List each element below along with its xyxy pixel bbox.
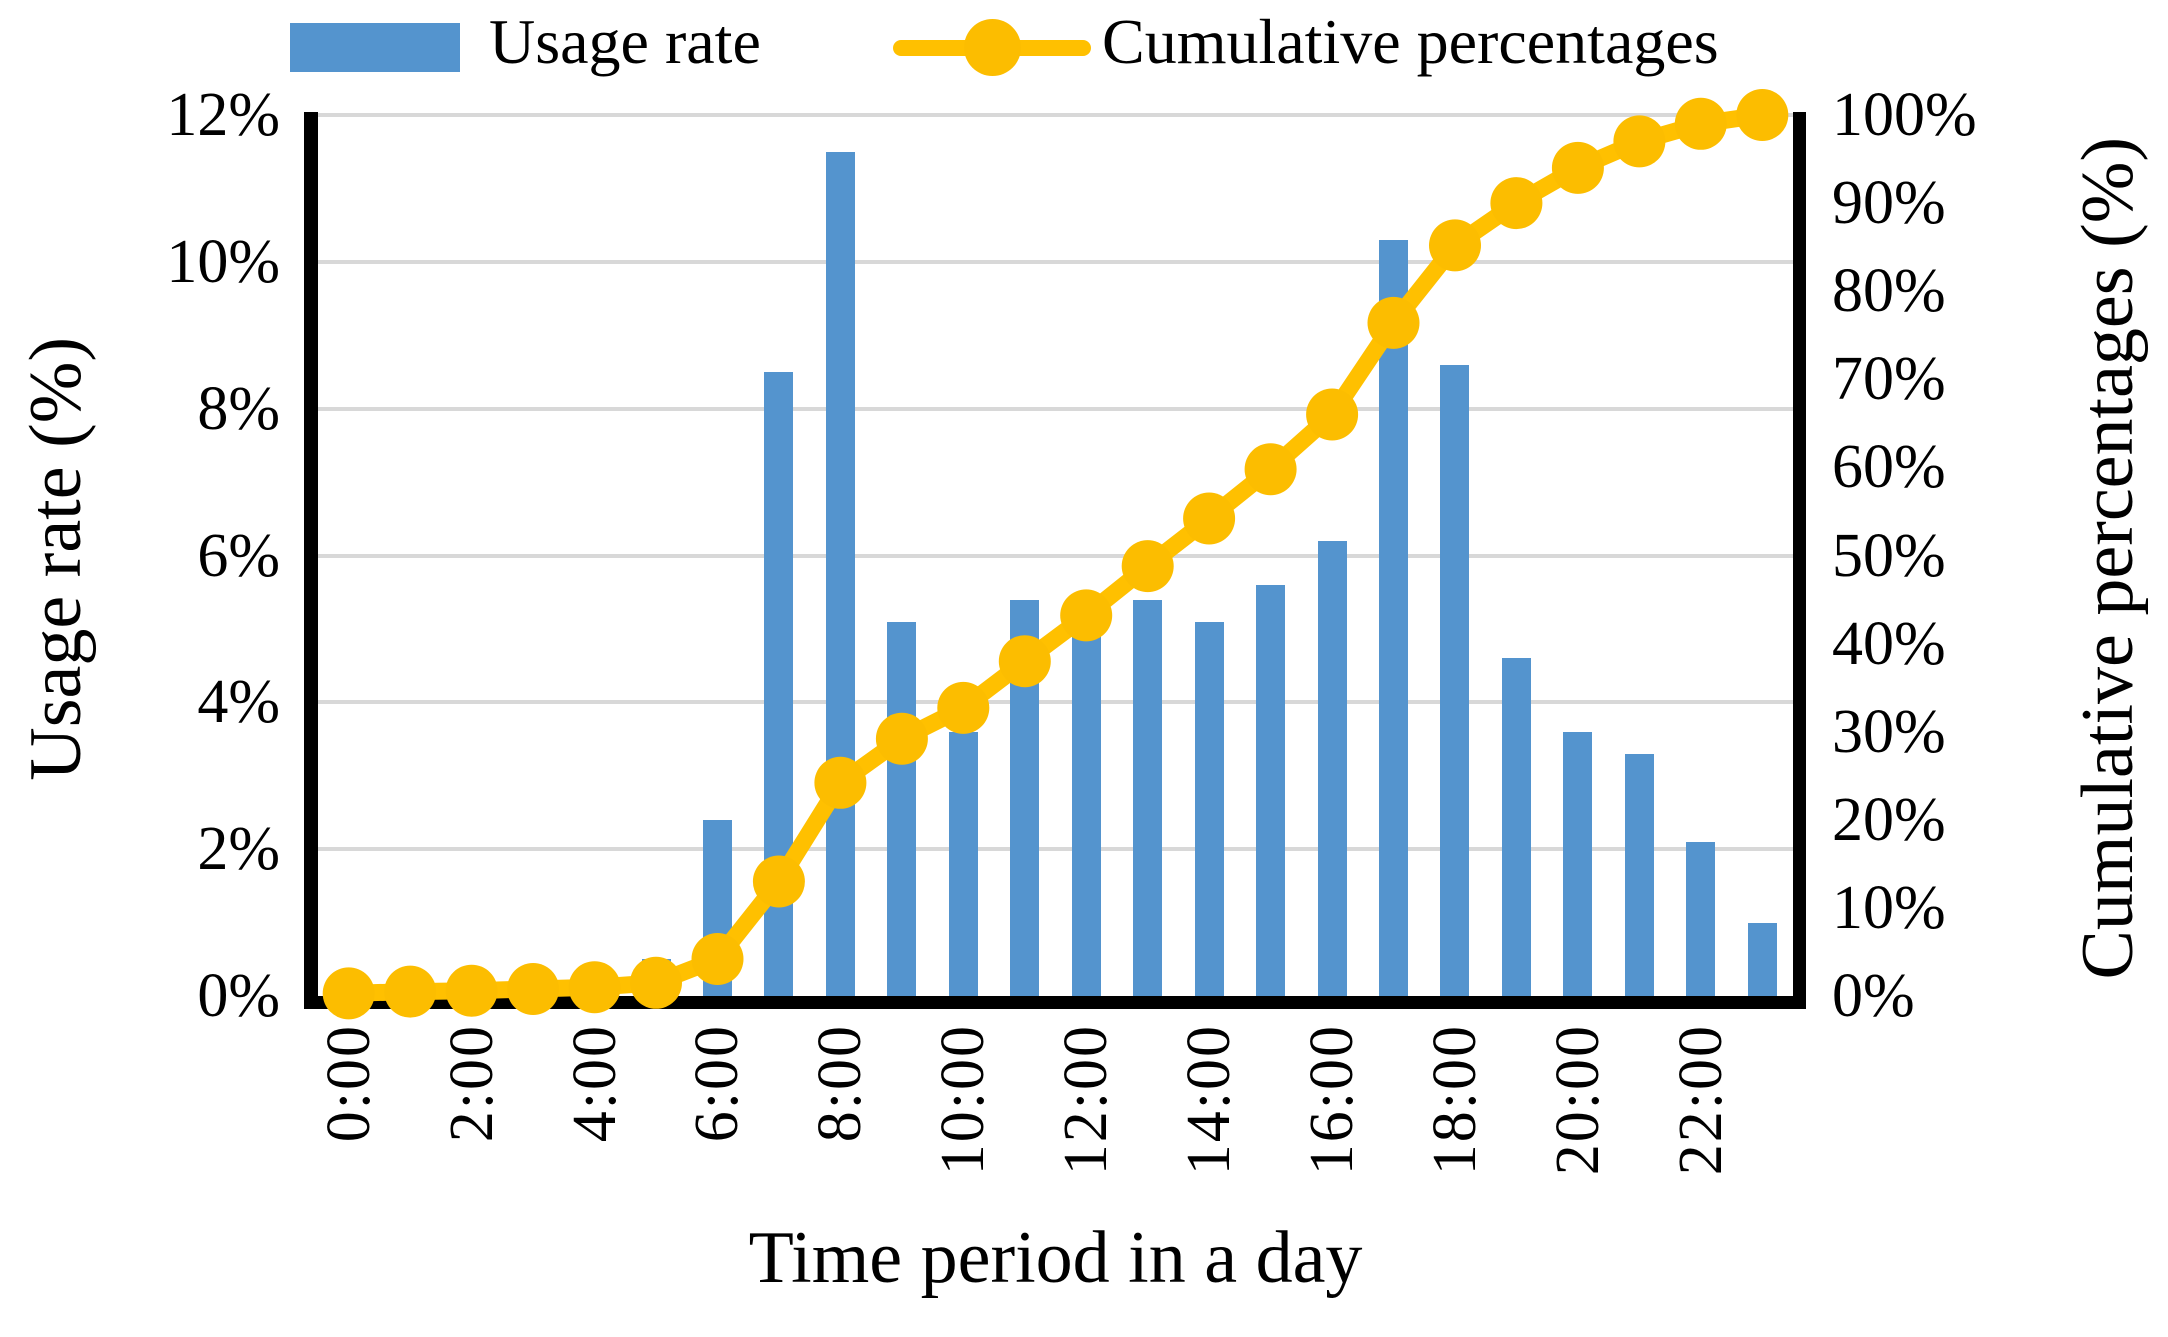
cumulative-marker-5:00 [630, 956, 682, 1009]
bar-15:00 [1256, 585, 1285, 996]
cumulative-marker-13:00 [1121, 540, 1174, 593]
right-tick-0%: 0% [1832, 962, 1915, 1030]
cumulative-line [348, 106, 1764, 1002]
cumulative-marker-16:00 [1306, 388, 1359, 441]
gridline [318, 847, 1793, 852]
x-tick-20:00: 20:00 [1544, 1024, 1612, 1176]
cumulative-marker-1:00 [384, 965, 437, 1018]
cumulative-marker-4:00 [568, 961, 621, 1014]
left-tick-0%: 0% [197, 962, 280, 1030]
bar-16:00 [1318, 541, 1347, 996]
right-tick-50%: 50% [1832, 522, 1946, 590]
bar-20:00 [1563, 732, 1592, 996]
x-tick-10:00: 10:00 [929, 1024, 997, 1176]
cumulative-line-layer [322, 89, 1789, 1020]
gridline [318, 700, 1793, 705]
x-tick-12:00: 12:00 [1052, 1024, 1120, 1176]
secondary-y-axis-line [1793, 112, 1806, 1008]
cumulative-marker-12:00 [1060, 589, 1113, 642]
cumulative-marker-6:00 [691, 933, 744, 985]
gridline [318, 553, 1793, 558]
cumulative-marker-3:00 [507, 963, 560, 1015]
bar-17:00 [1379, 240, 1408, 996]
left-tick-10%: 10% [166, 228, 280, 296]
gridline [318, 113, 1793, 117]
y-axis-line [304, 112, 318, 1008]
x-axis-line [304, 996, 1806, 1009]
left-tick-2%: 2% [197, 815, 280, 883]
bar-12:00 [1072, 636, 1101, 996]
legend-bar-swatch [290, 23, 460, 72]
x-tick-0:00: 0:00 [315, 1024, 383, 1143]
x-tick-18:00: 18:00 [1421, 1024, 1489, 1176]
legend-line-marker-icon [964, 19, 1021, 76]
cumulative-marker-11:00 [998, 635, 1051, 688]
cumulative-marker-10:00 [937, 681, 990, 734]
left-tick-4%: 4% [197, 668, 280, 736]
bar-19:00 [1502, 658, 1531, 996]
legend-label-usage-rate: Usage rate [489, 6, 761, 77]
bar-21:00 [1625, 754, 1654, 996]
x-tick-4:00: 4:00 [561, 1024, 629, 1143]
cumulative-marker-2:00 [445, 964, 498, 1017]
gridline [318, 406, 1793, 411]
x-axis-title: Time period in a day [748, 1217, 1363, 1299]
right-tick-100%: 100% [1832, 81, 1977, 149]
cumulative-marker-14:00 [1183, 492, 1236, 545]
right-tick-80%: 80% [1832, 257, 1946, 325]
bar-8:00 [826, 152, 855, 996]
bar-23:00 [1748, 923, 1777, 996]
cumulative-marker-23:00 [1736, 89, 1789, 141]
cumulative-marker-8:00 [814, 756, 867, 809]
cumulative-marker-7:00 [752, 855, 805, 908]
right-tick-70%: 70% [1832, 345, 1946, 413]
x-tick-8:00: 8:00 [806, 1024, 874, 1143]
bar-13:00 [1133, 600, 1162, 996]
left-tick-8%: 8% [197, 375, 280, 443]
bar-18:00 [1440, 365, 1469, 996]
cumulative-marker-9:00 [875, 712, 928, 765]
left-axis-title: Usage rate (%) [14, 336, 97, 781]
right-tick-30%: 30% [1832, 698, 1946, 766]
right-tick-40%: 40% [1832, 610, 1946, 678]
cumulative-marker-19:00 [1490, 177, 1543, 230]
x-tick-16:00: 16:00 [1298, 1024, 1366, 1176]
bar-9:00 [887, 622, 916, 996]
cumulative-marker-18:00 [1429, 219, 1481, 272]
cumulative-marker-15:00 [1244, 443, 1297, 496]
right-axis-title: Cumulative percentages (%) [2066, 137, 2149, 980]
gridline [318, 259, 1793, 264]
bar-10:00 [949, 732, 978, 996]
right-tick-60%: 60% [1832, 433, 1946, 501]
cumulative-marker-17:00 [1367, 296, 1420, 349]
right-tick-20%: 20% [1832, 786, 1946, 854]
legend-label-cumulative: Cumulative percentages [1102, 6, 1719, 77]
cumulative-marker-21:00 [1613, 115, 1666, 168]
x-tick-2:00: 2:00 [438, 1024, 506, 1143]
left-tick-6%: 6% [197, 522, 280, 590]
bar-14:00 [1195, 622, 1224, 996]
cumulative-marker-22:00 [1674, 97, 1727, 150]
plot-area [318, 89, 1793, 1020]
left-tick-12%: 12% [166, 81, 280, 149]
right-tick-90%: 90% [1832, 169, 1946, 237]
x-tick-6:00: 6:00 [683, 1024, 751, 1143]
x-tick-14:00: 14:00 [1175, 1024, 1243, 1176]
right-tick-10%: 10% [1832, 874, 1946, 942]
cumulative-marker-20:00 [1551, 141, 1604, 194]
x-tick-22:00: 22:00 [1667, 1024, 1735, 1176]
bar-22:00 [1686, 842, 1715, 996]
cumulative-marker-0:00 [322, 967, 375, 1020]
